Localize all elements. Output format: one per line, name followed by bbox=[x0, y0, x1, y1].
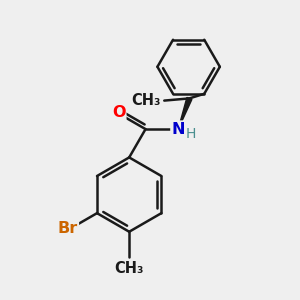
Text: CH₃: CH₃ bbox=[131, 93, 161, 108]
Text: N: N bbox=[172, 122, 185, 136]
Text: Br: Br bbox=[58, 220, 78, 236]
Text: H: H bbox=[185, 128, 196, 142]
Polygon shape bbox=[178, 98, 192, 129]
Text: CH₃: CH₃ bbox=[115, 261, 144, 276]
Text: O: O bbox=[112, 104, 125, 119]
